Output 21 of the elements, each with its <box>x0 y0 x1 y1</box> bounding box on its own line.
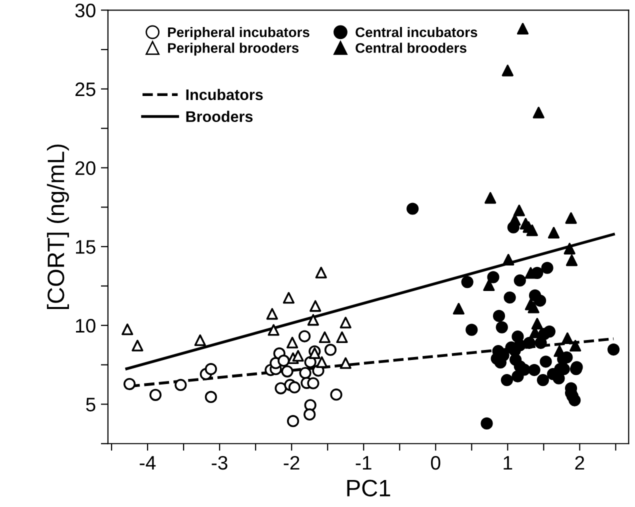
x-tick-label: -4 <box>140 456 156 470</box>
legend-label: Central incubators <box>356 26 478 38</box>
legend-label: Central brooders <box>356 42 466 53</box>
legend-label: Incubators <box>186 88 263 100</box>
y-tick-label: 5 <box>86 398 96 412</box>
legend-label: Peripheral brooders <box>168 42 299 56</box>
x-tick-label: -3 <box>212 456 228 470</box>
y-tick-label: 10 <box>76 318 96 333</box>
y-tick-label: 30 <box>75 4 96 18</box>
y-axis-title: [CORT] (ng/mL) <box>46 144 69 309</box>
x-tick-label: 2 <box>575 456 584 470</box>
x-tick-label: 0 <box>430 456 440 470</box>
x-tick-label: -2 <box>284 456 300 470</box>
x-axis-title: PC1 <box>347 480 390 496</box>
legend-label: Brooders <box>186 110 253 122</box>
y-tick-label: 15 <box>76 240 96 254</box>
x-tick-label: 1 <box>504 456 512 470</box>
y-tick-label: 25 <box>75 82 96 96</box>
y-tick-label: 20 <box>75 161 96 176</box>
x-tick-label: -1 <box>356 456 372 470</box>
legend-label: Peripheral incubators <box>168 26 310 40</box>
